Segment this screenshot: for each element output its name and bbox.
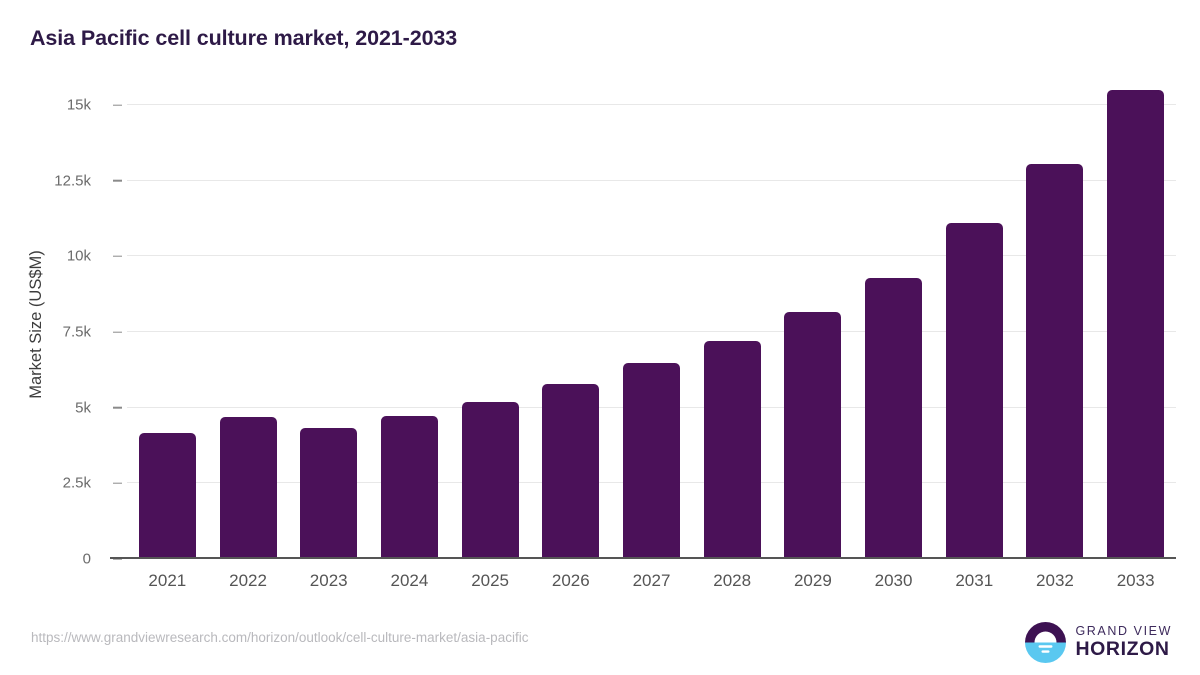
y-axis-tick-label: 10k bbox=[66, 247, 91, 265]
y-axis-tick-mark bbox=[113, 331, 122, 333]
y-axis-tick-mark bbox=[113, 255, 122, 258]
y-axis-tick-label: 12.5k bbox=[54, 172, 91, 190]
x-axis-tick-label: 2031 bbox=[955, 571, 994, 590]
bar[interactable] bbox=[380, 416, 438, 559]
logo-line1: GRAND VIEW bbox=[1075, 623, 1172, 638]
x-axis-tick-label: 2024 bbox=[390, 571, 429, 590]
x-axis-tick-label: 2029 bbox=[793, 571, 832, 590]
x-axis-tick-label: 2023 bbox=[309, 571, 348, 590]
gridline bbox=[127, 255, 1176, 257]
y-axis-tick-mark bbox=[113, 558, 122, 560]
logo-wordmark: GRAND VIEW HORIZON bbox=[1075, 623, 1172, 660]
bar[interactable] bbox=[461, 401, 519, 559]
y-axis-tick-label: 2.5k bbox=[62, 474, 91, 492]
bar-group[interactable]: 2031 bbox=[945, 90, 1003, 590]
bar[interactable] bbox=[138, 432, 196, 559]
bar-group[interactable]: 2022 bbox=[219, 90, 277, 590]
bar-group[interactable]: 2033 bbox=[1107, 90, 1165, 590]
bar-group[interactable]: 2026 bbox=[542, 90, 600, 590]
bar-group[interactable]: 2028 bbox=[703, 90, 761, 590]
y-axis-tick-label: 5k bbox=[75, 399, 91, 417]
x-axis-tick-label: 2025 bbox=[471, 571, 510, 590]
gridline bbox=[127, 331, 1176, 333]
bar-group[interactable]: 2032 bbox=[1026, 90, 1084, 590]
x-axis-tick-label: 2032 bbox=[1036, 571, 1074, 590]
bar[interactable] bbox=[219, 417, 277, 559]
y-axis-tick-mark bbox=[113, 407, 122, 409]
y-axis-tick-mark bbox=[113, 104, 122, 106]
bar-group[interactable]: 2029 bbox=[784, 90, 842, 590]
bar[interactable] bbox=[1026, 164, 1084, 559]
y-axis-tick-label: 7.5k bbox=[62, 323, 91, 341]
bar[interactable] bbox=[945, 223, 1003, 559]
bar-group[interactable]: 2030 bbox=[865, 90, 923, 590]
bar[interactable] bbox=[1107, 90, 1165, 559]
bar-group[interactable]: 2027 bbox=[623, 90, 680, 590]
gridline bbox=[127, 179, 1176, 181]
x-axis-tick-label: 2033 bbox=[1116, 571, 1155, 590]
x-axis-tick-label: 2026 bbox=[551, 571, 590, 590]
logo-line2: HORIZON bbox=[1075, 638, 1170, 660]
bar-group[interactable]: 2023 bbox=[300, 90, 358, 590]
bar-group[interactable]: 2024 bbox=[380, 90, 438, 590]
bar-group[interactable]: 2021 bbox=[138, 90, 196, 590]
sun-horizon-icon-svg bbox=[1025, 621, 1067, 663]
bar[interactable] bbox=[703, 340, 761, 559]
gridline bbox=[127, 104, 1176, 106]
plot-area: 0 2.5k 5k 7.5k 10k 12.5k 15k 2021 2022 2023 2024 2… bbox=[54, 90, 1176, 590]
bar-group[interactable]: 2025 bbox=[461, 90, 519, 590]
y-axis-tick-mark bbox=[113, 482, 122, 485]
source-url[interactable]: https://www.grandviewresearch.com/horizo… bbox=[31, 630, 529, 645]
x-axis-tick-label: 2028 bbox=[713, 571, 752, 590]
x-axis-tick-label: 2021 bbox=[148, 571, 187, 590]
page-title: Asia Pacific cell culture market, 2021-2… bbox=[30, 26, 458, 50]
x-axis-line bbox=[110, 557, 1176, 559]
bar-series: 2021 2022 2023 2024 2025 2026 2027 2028 2029 2030… bbox=[127, 90, 1176, 590]
x-axis-tick-label: 2027 bbox=[632, 571, 671, 590]
bar[interactable] bbox=[784, 311, 842, 559]
bar[interactable] bbox=[865, 277, 923, 559]
y-axis-tick-label: 15k bbox=[66, 96, 91, 114]
y-axis-tick-label: 0 bbox=[82, 550, 91, 568]
bar[interactable] bbox=[300, 427, 358, 559]
bar[interactable] bbox=[542, 384, 600, 559]
grand-view-horizon-logo[interactable]: GRAND VIEW HORIZON bbox=[1025, 620, 1172, 664]
x-axis-tick-label: 2030 bbox=[874, 571, 913, 590]
sun-horizon-icon bbox=[1025, 621, 1067, 663]
x-axis-tick-label: 2022 bbox=[229, 571, 267, 590]
bar[interactable] bbox=[623, 362, 680, 559]
y-axis-tick-mark bbox=[113, 180, 122, 182]
